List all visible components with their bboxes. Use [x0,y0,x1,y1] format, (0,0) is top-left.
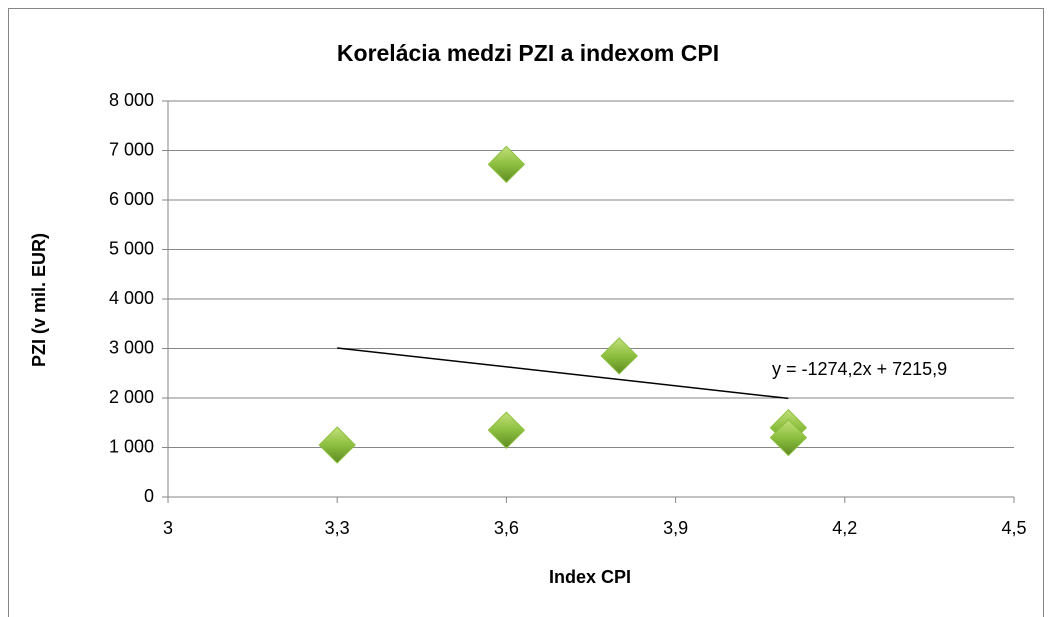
point [769,418,808,457]
y-tick-label: 7 000 [109,139,154,159]
chart-frame [8,8,1044,617]
y-axis-label: PZI (v mil. EUR) [29,233,49,367]
y-tick-label: 3 000 [109,337,154,357]
point [487,145,526,184]
x-tick-label: 4,5 [1001,518,1026,538]
x-tick-label: 4,2 [832,518,857,538]
point [487,411,526,449]
x-axis-label: Index CPI [549,567,631,587]
chart-title: Korelácia medzi PZI a indexom CPI [337,40,719,66]
point [600,337,638,375]
y-tick-label: 6 000 [109,189,154,209]
x-tick-label: 3,3 [325,518,350,538]
y-tick-label: 8 000 [109,90,154,110]
y-tick-label: 4 000 [109,288,154,308]
x-tick-label: 3 [163,518,173,538]
trendline [337,347,789,400]
y-tick-label: 2 000 [109,387,154,407]
x-tick-label: 3,6 [494,518,519,538]
y-tick-label: 1 000 [109,436,154,456]
y-tick-label: 0 [144,486,154,506]
x-tick-label: 3,9 [663,518,688,538]
trendline-label: y = -1274,2x + 7215,9 [772,359,947,379]
y-tick-label: 5 000 [109,238,154,258]
point [318,426,356,464]
